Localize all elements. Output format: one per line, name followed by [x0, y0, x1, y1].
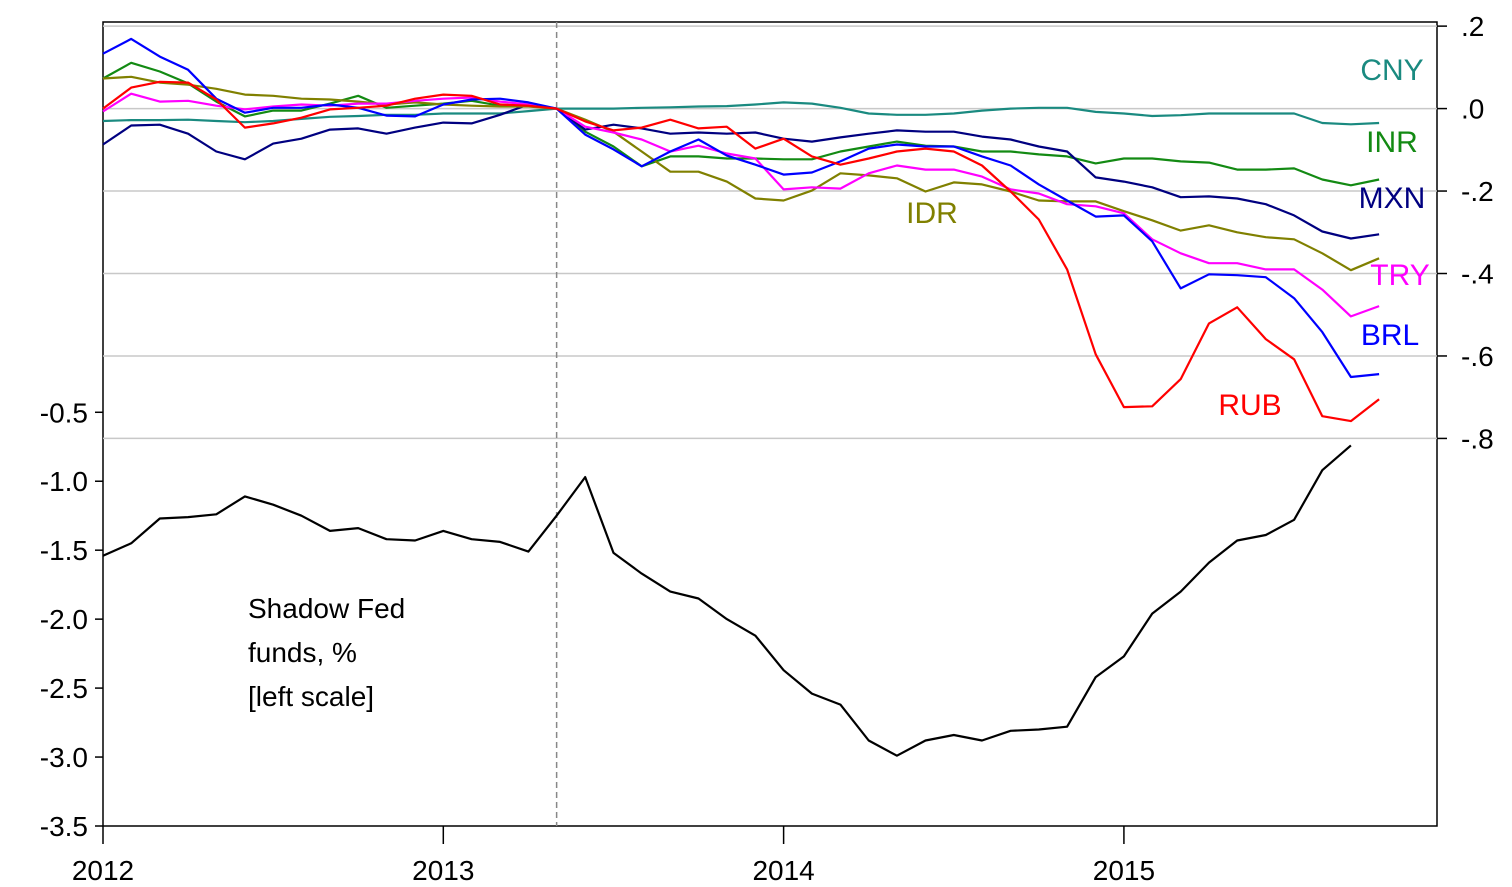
- y-tick-label: -2.0: [40, 604, 88, 635]
- series-line: [102, 92, 1380, 318]
- series-label: BRL: [1361, 319, 1419, 352]
- y-tick-label: -3.5: [40, 811, 88, 842]
- series-line: [102, 101, 1380, 126]
- y2-tick-label: -.6: [1461, 341, 1494, 372]
- series-label: TRY: [1370, 259, 1429, 292]
- y2-tick-label: .0: [1461, 94, 1484, 125]
- series-line: [102, 37, 1380, 379]
- y2-tick-label: -.8: [1461, 423, 1494, 454]
- y-tick-label: -3.0: [40, 742, 88, 773]
- y2-tick-label: .2: [1461, 11, 1484, 42]
- series-line: [102, 61, 1380, 187]
- series-label: IDR: [906, 197, 958, 230]
- series-label: funds, %: [248, 637, 357, 668]
- series-label: Shadow Fed: [248, 593, 405, 624]
- y-tick-label: -2.5: [40, 673, 88, 704]
- y-tick-label: -1.0: [40, 466, 88, 497]
- x-tick-label: 2015: [1093, 855, 1155, 886]
- series-label: MXN: [1359, 182, 1426, 215]
- y-tick-label: -1.5: [40, 535, 88, 566]
- series-label: CNY: [1360, 54, 1423, 87]
- series-line: [102, 75, 1380, 272]
- x-tick-label: 2013: [412, 855, 474, 886]
- series-line: [102, 444, 1352, 757]
- series-label: RUB: [1218, 389, 1281, 422]
- x-tick-label: 2012: [72, 855, 134, 886]
- plot-frame: [102, 21, 1438, 827]
- y2-tick-label: -.2: [1461, 176, 1494, 207]
- x-tick-label: 2014: [752, 855, 814, 886]
- y-tick-label: -0.5: [40, 397, 88, 428]
- y2-tick-label: -.4: [1461, 259, 1494, 290]
- series-label: INR: [1366, 126, 1418, 159]
- series-line: [102, 103, 1380, 240]
- series-label: [left scale]: [248, 681, 374, 712]
- series-line: [102, 80, 1380, 423]
